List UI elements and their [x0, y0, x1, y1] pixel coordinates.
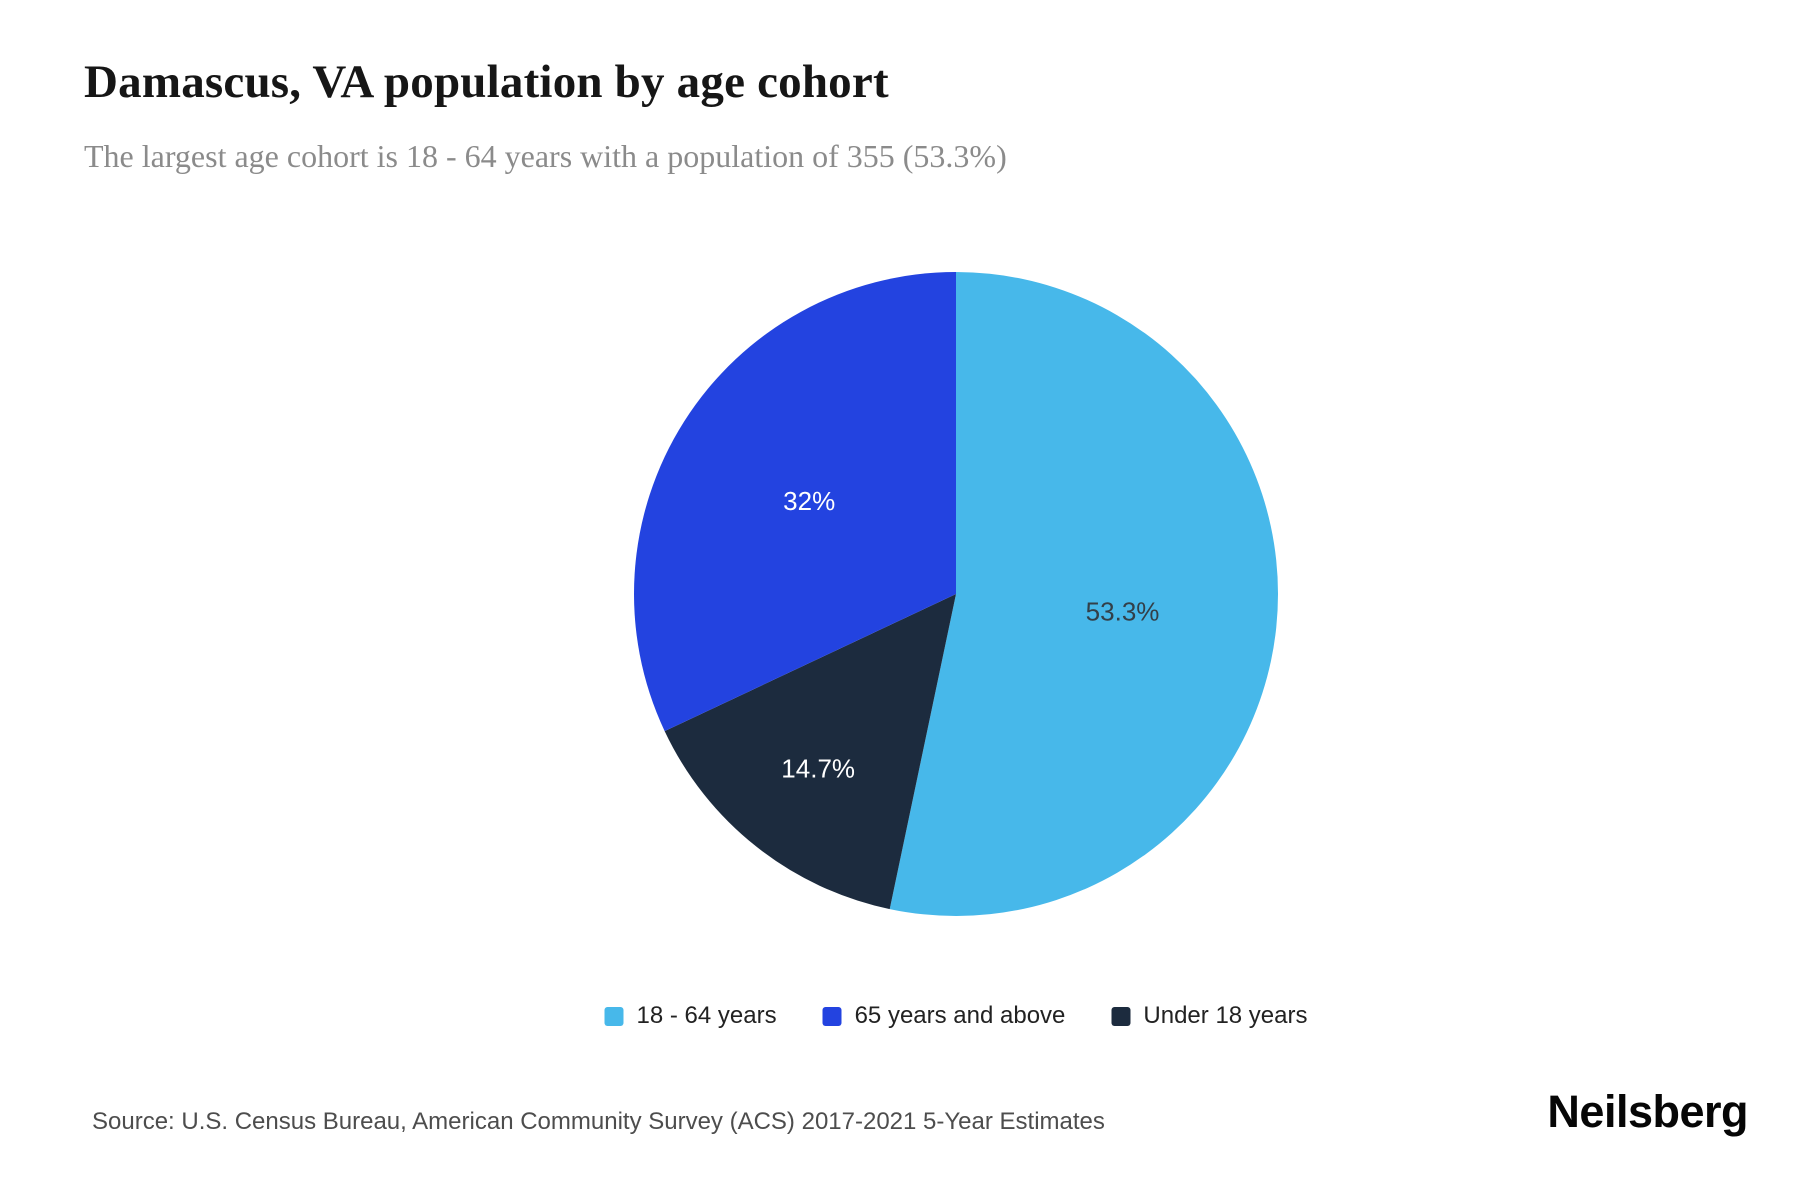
pie-slice-2[interactable]: [634, 272, 956, 732]
pie-chart: 53.3% 14.7% 32%: [634, 272, 1278, 916]
pie-slice-label: 14.7%: [781, 753, 855, 783]
legend-swatch-icon: [1111, 1006, 1131, 1026]
source-text: Source: U.S. Census Bureau, American Com…: [92, 1108, 1105, 1135]
page-subtitle: The largest age cohort is 18 - 64 years …: [84, 138, 1007, 174]
page-title: Damascus, VA population by age cohort: [84, 56, 889, 108]
legend-item-65-years-and-above[interactable]: 65 years and above: [822, 1002, 1066, 1030]
pie-slice-label: 53.3%: [1086, 596, 1160, 626]
legend-label: Under 18 years: [1143, 1002, 1308, 1029]
pie-slice-1[interactable]: [664, 594, 956, 910]
legend-swatch-icon: [604, 1006, 624, 1026]
legend-swatch-icon: [822, 1006, 842, 1026]
legend-label: 18 - 64 years: [636, 1002, 777, 1029]
legend-item-18-64-years[interactable]: 18 - 64 years: [604, 1002, 777, 1030]
legend-item-under-18-years[interactable]: Under 18 years: [1111, 1002, 1308, 1030]
pie-slice-0[interactable]: [889, 272, 1278, 916]
chart-legend: 18 - 64 years 65 years and above Under 1…: [604, 1002, 1308, 1030]
brand-logo: Neilsberg: [1547, 1086, 1748, 1137]
legend-label: 65 years and above: [854, 1002, 1066, 1029]
pie-slice-label: 32%: [783, 486, 835, 516]
